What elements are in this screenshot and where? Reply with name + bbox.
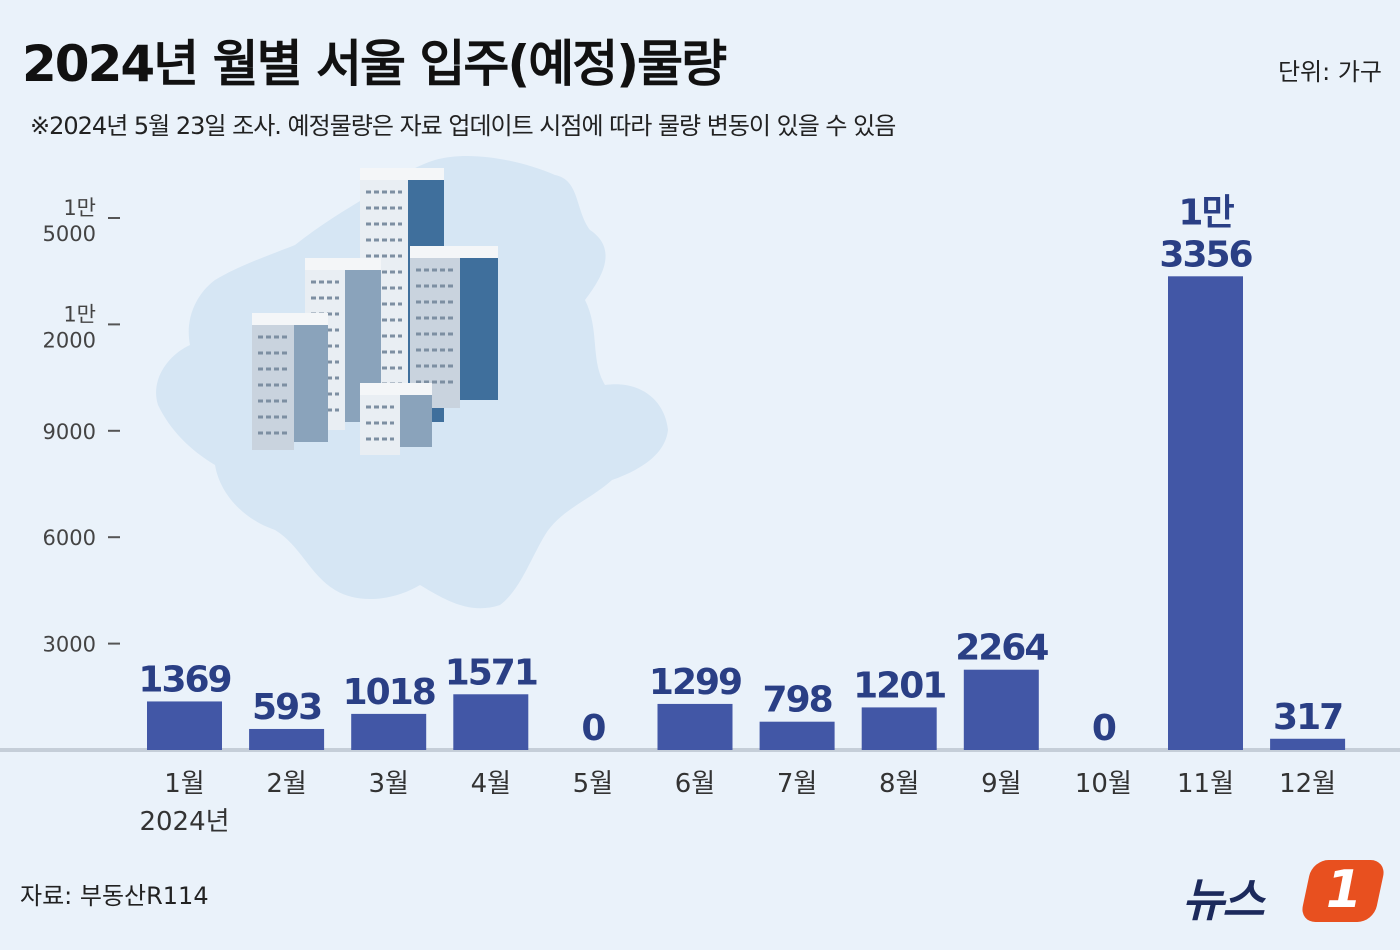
bar-1월: [147, 701, 222, 750]
y-tick-label: 9000: [43, 420, 96, 444]
bar-3월: [351, 713, 427, 750]
news1-logo: 뉴스 1: [1182, 856, 1387, 928]
value-label: 798: [763, 680, 832, 721]
building-roof: [360, 168, 444, 180]
year-label: 2024년: [139, 807, 229, 837]
bar-6월: [657, 703, 733, 750]
logo-text: 뉴스: [1182, 873, 1265, 927]
value-label: 2264: [955, 628, 1048, 669]
category-label: 10월: [1075, 769, 1132, 799]
value-label: 0: [581, 708, 605, 749]
category-label: 7월: [777, 769, 817, 799]
building-face: [360, 395, 400, 455]
category-label: 3월: [368, 769, 408, 799]
category-label: 8월: [879, 769, 919, 799]
value-label: 1299: [649, 662, 741, 703]
category-label: 4월: [471, 769, 511, 799]
category-label: 1월: [164, 769, 204, 799]
y-tick-label: 6000: [43, 526, 96, 550]
building-side: [400, 387, 432, 447]
building-roof: [252, 313, 328, 325]
category-label: 2월: [266, 769, 306, 799]
bar-11월: [1168, 276, 1243, 750]
value-label: 1571: [445, 652, 537, 693]
value-label: 0: [1092, 708, 1116, 749]
bar-2월: [249, 728, 325, 750]
category-label: 6월: [675, 769, 715, 799]
building-side: [294, 317, 328, 442]
y-tick-label: 1만 5000: [43, 196, 96, 246]
bar-8월: [861, 707, 937, 750]
survey-note: ※2024년 5월 23일 조사. 예정물량은 자료 업데이트 시점에 따라 물…: [30, 112, 896, 140]
category-label: 5월: [573, 769, 613, 799]
source-label: 자료: 부동산R114: [20, 882, 209, 910]
building-face: [252, 325, 294, 450]
value-label: 1369: [138, 659, 230, 700]
building-roof: [360, 383, 432, 395]
value-label: 1201: [853, 665, 945, 706]
building-roof: [305, 258, 381, 270]
building-roof: [410, 246, 498, 258]
buildings-illustration: [252, 168, 498, 455]
bar-4월: [453, 694, 529, 750]
value-label: 1만 3356: [1159, 192, 1252, 275]
y-tick-label: 1만 2000: [43, 302, 96, 352]
bar-12월: [1270, 738, 1346, 750]
building-side: [460, 250, 498, 400]
category-label: 12월: [1279, 769, 1336, 799]
category-label: 11월: [1177, 769, 1234, 799]
bar-9월: [963, 669, 1039, 750]
category-label: 9월: [981, 769, 1021, 799]
logo-mark: 1: [1325, 860, 1362, 920]
y-tick-label: 3000: [43, 633, 96, 657]
page-title: 2024년 월별 서울 입주(예정)물량: [22, 35, 727, 93]
bar-7월: [759, 721, 835, 750]
value-label: 317: [1273, 697, 1342, 738]
unit-label: 단위: 가구: [1277, 58, 1382, 86]
value-label: 1018: [343, 672, 435, 713]
value-label: 593: [252, 687, 321, 728]
